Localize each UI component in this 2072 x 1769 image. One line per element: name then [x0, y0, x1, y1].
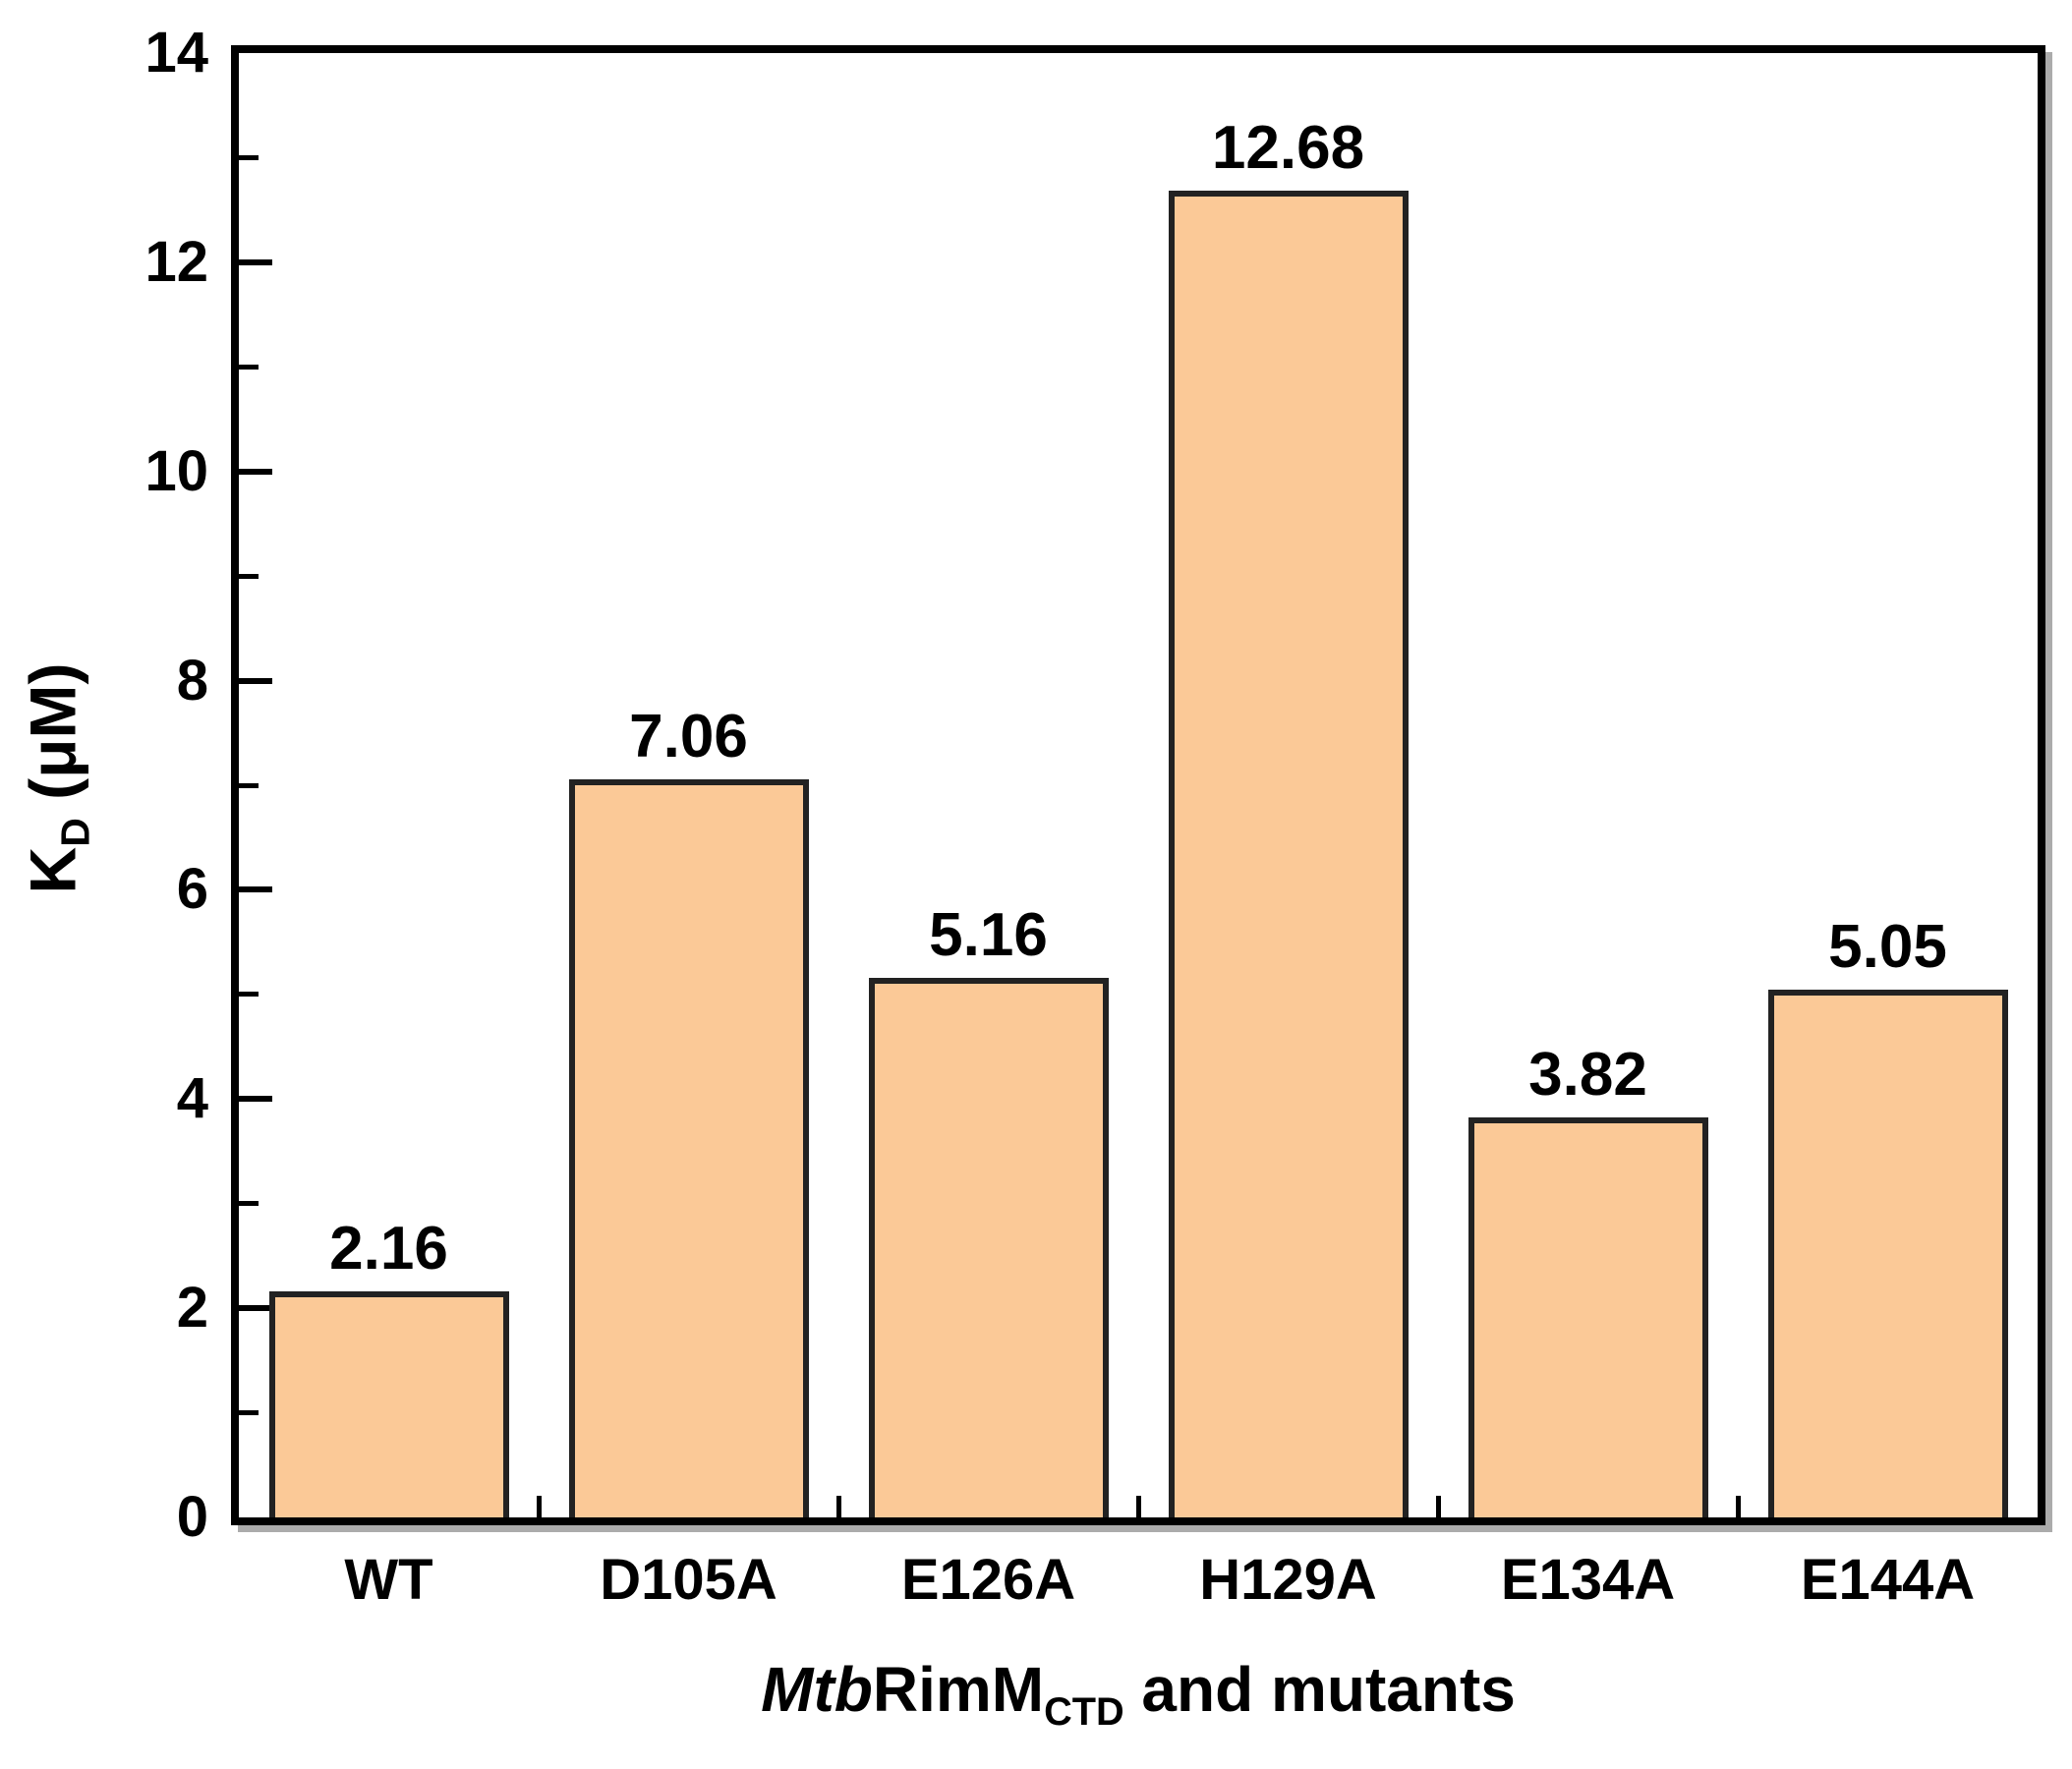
- y-axis-minor-tick: [239, 1201, 259, 1207]
- y-axis-tick-label: 4: [176, 1066, 208, 1131]
- x-axis-title-italic-prefix: Mtb: [761, 1654, 873, 1725]
- bar-wt: [268, 1291, 509, 1517]
- x-axis-title: MtbRimMCTD and mutants: [231, 1653, 2045, 1735]
- y-axis-minor-tick: [239, 573, 259, 579]
- y-axis-minor-tick: [239, 364, 259, 370]
- bar-e134a: [1468, 1117, 1708, 1517]
- bar-value-label: 3.82: [1528, 1041, 1647, 1109]
- x-axis-category-label-d105a: D105A: [600, 1548, 777, 1612]
- x-axis-title-main: RimM: [872, 1654, 1045, 1725]
- x-axis-minor-tick: [835, 1496, 841, 1517]
- x-axis-category-label-h129a: H129A: [1199, 1548, 1377, 1612]
- y-axis-title-subscript: D: [52, 818, 98, 847]
- x-axis-category-label-e144a: E144A: [1800, 1548, 1976, 1612]
- y-axis-major-tick: [239, 258, 272, 265]
- y-axis-tick-label: 2: [176, 1276, 208, 1341]
- y-axis-major-tick: [239, 886, 272, 893]
- bar-value-label: 5.05: [1828, 913, 1947, 981]
- y-axis-tick-label: 0: [176, 1485, 208, 1549]
- y-axis-title-suffix: (μM): [16, 662, 89, 819]
- plot-area: 2.16 7.06 5.16 12.68 3.82 5.05: [231, 45, 2045, 1525]
- y-axis-tick-label: 8: [176, 648, 208, 713]
- x-axis-minor-tick: [1735, 1496, 1741, 1517]
- x-axis-minor-tick: [1135, 1496, 1141, 1517]
- y-axis-title-main: K: [16, 846, 89, 894]
- y-axis-minor-tick: [239, 992, 259, 998]
- y-axis-major-tick: [239, 677, 272, 684]
- bar-d105a: [568, 779, 809, 1517]
- y-axis-title: KD (μM): [15, 663, 98, 894]
- bar-e126a: [868, 978, 1109, 1517]
- y-axis-minor-tick: [239, 154, 259, 160]
- x-axis-title-subscript: CTD: [1044, 1689, 1124, 1734]
- y-axis-major-tick: [239, 1096, 272, 1103]
- bar-value-label: 2.16: [329, 1215, 448, 1283]
- y-axis-minor-tick: [239, 782, 259, 788]
- bar-value-label: 12.68: [1211, 114, 1365, 182]
- y-axis-tick-label: 10: [144, 438, 208, 503]
- x-axis-minor-tick: [1435, 1496, 1441, 1517]
- x-axis-category-label-e126a: E126A: [900, 1548, 1076, 1612]
- bar-value-label: 5.16: [929, 901, 1048, 969]
- y-axis-tick-label: 6: [176, 857, 208, 922]
- bar-e144a: [1767, 990, 2008, 1517]
- y-axis-major-tick: [239, 1305, 272, 1312]
- x-axis-title-suffix: and mutants: [1123, 1654, 1516, 1725]
- x-axis-minor-tick: [536, 1496, 542, 1517]
- y-axis-tick-label: 14: [144, 21, 208, 85]
- x-axis-category-label-e134a: E134A: [1500, 1548, 1676, 1612]
- y-axis-tick-label: 12: [144, 229, 208, 294]
- bar-h129a: [1168, 191, 1409, 1517]
- bar-value-label: 7.06: [629, 703, 748, 770]
- y-axis-minor-tick: [239, 1410, 259, 1416]
- x-axis-category-label-wt: WT: [344, 1548, 433, 1612]
- y-axis-major-tick: [239, 468, 272, 475]
